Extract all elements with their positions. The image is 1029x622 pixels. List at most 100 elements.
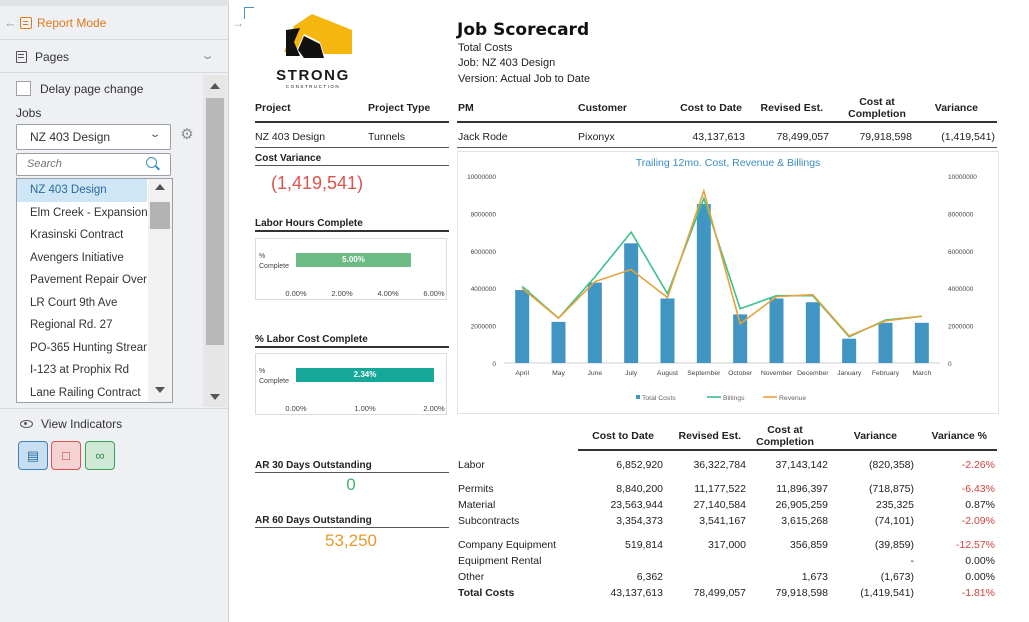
x-tick-label: June xyxy=(587,370,602,377)
labor-hours-bar: 5.00% xyxy=(296,253,411,267)
report-mode-button[interactable]: ← Report Mode xyxy=(0,6,228,40)
bar-total-costs xyxy=(660,298,675,363)
cost-row-pct: -12.57% xyxy=(955,539,995,551)
cost-row-ctd: 8,840,200 xyxy=(616,483,663,495)
table-header-cost-at: Cost at xyxy=(767,424,803,436)
mini-tick-label: 4.00% xyxy=(377,289,399,298)
bar-total-costs xyxy=(805,302,820,363)
back-arrow-icon[interactable]: ← xyxy=(4,15,17,30)
job-list-item[interactable]: Lane Railing Contract xyxy=(30,386,141,399)
ar60-label: AR 60 Days Outstanding xyxy=(255,515,372,526)
cost-row-rev: 78,499,057 xyxy=(693,587,746,599)
mini-tick-label: 6.00% xyxy=(423,289,445,298)
chevron-down-icon[interactable]: ⌄ xyxy=(148,129,162,140)
report-job: Job: NZ 403 Design xyxy=(458,57,556,69)
strong-logo xyxy=(260,12,366,82)
cost-row-pct: 0.00% xyxy=(965,555,995,567)
job-list-item[interactable]: Krasinski Contract xyxy=(30,229,124,241)
mini-tick-label: 2.00% xyxy=(331,289,353,298)
mini-tick-label: 0.00% xyxy=(285,404,307,413)
x-tick-label: September xyxy=(687,370,721,377)
view-indicators-header[interactable]: View Indicators xyxy=(0,408,228,438)
cost-row-ctd: 6,852,920 xyxy=(616,459,663,471)
job-list-item[interactable]: Regional Rd. 27 xyxy=(30,319,113,331)
y-tick-label: 4000000 xyxy=(471,286,497,293)
cost-row-cac: 1,673 xyxy=(801,571,828,583)
panel-scrollbar[interactable] xyxy=(203,75,227,407)
job-list-scrollbar[interactable] xyxy=(148,179,172,402)
job-list-item[interactable]: I-123 at Prophix Rd xyxy=(30,364,130,376)
view-indicators-label: View Indicators xyxy=(41,416,123,431)
delay-page-change-row[interactable]: Delay page change xyxy=(16,81,143,96)
section-rule xyxy=(255,346,449,348)
cost-row-ctd: 519,814 xyxy=(625,539,663,551)
mini-y-label: Complete xyxy=(259,378,289,385)
cost-row-var: (820,358) xyxy=(869,459,914,471)
scroll-down-icon[interactable] xyxy=(155,387,165,393)
job-list-item[interactable]: Avengers Initiative xyxy=(30,251,124,264)
list-icon: ▤ xyxy=(26,447,40,463)
job-select[interactable]: NZ 403 Design ⌄ xyxy=(16,124,171,150)
list-indicator-button[interactable]: ▤ xyxy=(18,441,48,470)
bar-total-costs xyxy=(515,290,530,363)
cost-row-pct: -6.43% xyxy=(961,483,995,495)
cost-row-rev: 36,322,784 xyxy=(693,459,746,471)
header-rule xyxy=(457,121,997,123)
chart-title: Trailing 12mo. Cost, Revenue & Billings xyxy=(635,157,821,169)
x-tick-label: November xyxy=(761,370,793,377)
job-list[interactable]: NZ 403 Design Elm Creek - Expansion Krasin… xyxy=(16,178,173,403)
ar60-value: 53,250 xyxy=(325,531,377,550)
cost-row-ctd: 43,137,613 xyxy=(610,587,663,599)
scroll-up-icon[interactable] xyxy=(210,83,220,89)
jobs-label: Jobs xyxy=(16,106,42,120)
job-search[interactable] xyxy=(16,153,171,176)
chevron-down-icon[interactable]: ⌄ xyxy=(200,50,215,62)
scroll-up-icon[interactable] xyxy=(155,184,165,190)
pages-section-header[interactable]: Pages ⌄ xyxy=(0,41,228,73)
x-tick-label: March xyxy=(912,370,931,377)
legend-label: Revenue xyxy=(779,395,806,402)
job-search-input[interactable] xyxy=(17,154,137,174)
comment-indicator-button[interactable]: □ xyxy=(51,441,81,470)
line-revenue xyxy=(521,188,922,337)
y2-tick-label: 0 xyxy=(948,361,952,368)
row-rule xyxy=(255,147,449,148)
job-list-item[interactable]: Pavement Repair Over... xyxy=(30,274,147,286)
bar-total-costs xyxy=(842,338,857,363)
job-list-item[interactable]: Elm Creek - Expansion xyxy=(30,206,147,219)
job-list-item[interactable]: LR Court 9th Ave xyxy=(30,296,118,309)
gear-icon[interactable]: ⚙ xyxy=(180,126,194,143)
job-list-item[interactable]: NZ 403 Design xyxy=(17,179,147,202)
scroll-down-icon[interactable] xyxy=(210,394,220,400)
legend-label: Total Costs xyxy=(642,395,676,402)
header-rule xyxy=(255,121,449,123)
scrollbar-thumb[interactable] xyxy=(206,98,224,345)
labor-hours-label: Labor Hours Complete xyxy=(255,218,363,229)
job-list-item[interactable]: PO-365 Hunting Stream xyxy=(30,341,147,354)
table-header-cost-to-date: Cost to Date xyxy=(592,430,654,442)
header-revised-est: Revised Est. xyxy=(760,102,823,114)
cost-row-pct: -2.26% xyxy=(961,459,995,471)
search-icon[interactable] xyxy=(146,157,157,168)
expand-arrow-icon[interactable]: → xyxy=(232,16,244,30)
cost-row-label: Equipment Rental xyxy=(458,555,542,567)
link-indicator-button[interactable]: ∞ xyxy=(85,441,115,470)
y2-tick-label: 10000000 xyxy=(948,174,977,181)
delay-page-change-checkbox[interactable] xyxy=(16,81,31,96)
scrollbar-thumb[interactable] xyxy=(150,202,170,229)
cost-row-label: Total Costs xyxy=(458,587,515,599)
row-revised-est: 78,499,057 xyxy=(776,131,829,143)
y-tick-label: 8000000 xyxy=(471,211,497,218)
cost-row-pct: 0.00% xyxy=(965,571,995,583)
job-select-value: NZ 403 Design xyxy=(30,130,111,144)
header-cost-to-date: Cost to Date xyxy=(680,102,742,114)
row-variance: (1,419,541) xyxy=(941,131,995,143)
x-tick-label: August xyxy=(657,370,678,377)
row-rule xyxy=(457,147,997,148)
cost-row-var: (74,101) xyxy=(874,515,914,527)
row-cost-at-completion: 79,918,598 xyxy=(859,131,912,143)
cost-row-var: (718,875) xyxy=(869,483,914,495)
cost-row-var: (1,419,541) xyxy=(860,587,914,599)
cost-row-rev: 27,140,584 xyxy=(693,499,746,511)
x-tick-label: December xyxy=(797,370,829,377)
